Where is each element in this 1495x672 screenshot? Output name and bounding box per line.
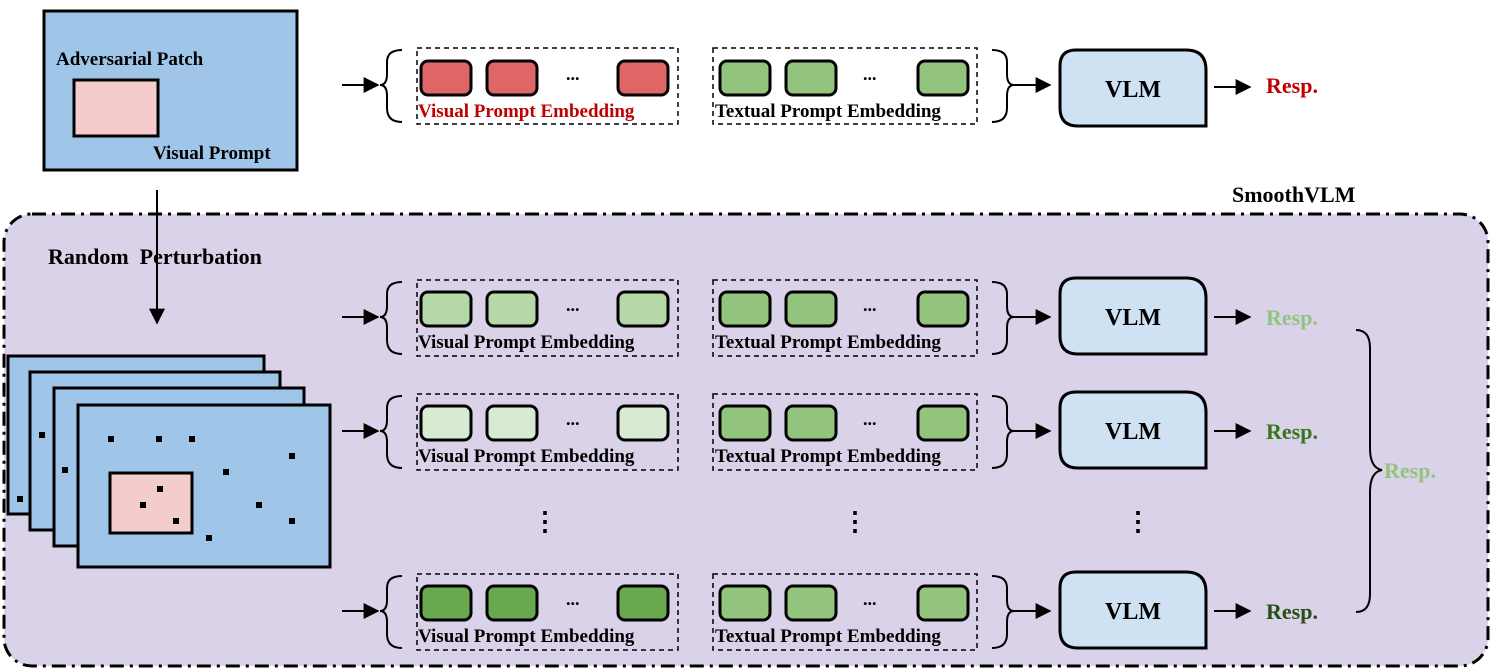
text-token (784, 290, 838, 328)
adversarial-token (616, 59, 670, 97)
left-brace (379, 395, 403, 469)
visual-embedding-group (416, 573, 679, 651)
row-response: Resp. (1266, 305, 1318, 330)
visual-token (485, 584, 539, 622)
visual-embedding-label: Visual Prompt Embedding (418, 446, 635, 467)
vlm-label: VLM (1105, 305, 1161, 331)
text-token (916, 59, 970, 97)
text-token (718, 59, 772, 97)
vlm-box (1058, 276, 1208, 356)
rows-ellipsis-textual: ⋮ (842, 507, 868, 536)
visual-token (616, 404, 670, 442)
vlm-label: VLM (1105, 419, 1161, 445)
smooth-rows: ... Visual Prompt Embedding... Textual Pro… (342, 276, 1318, 651)
smooth-row: ... Visual Prompt Embedding... Textual Pro… (342, 390, 1318, 471)
rows-ellipsis-visual: ⋮ (532, 507, 558, 536)
text-token (784, 59, 838, 97)
left-brace (379, 575, 403, 649)
adversarial-token (485, 59, 539, 97)
adversarial-response: Resp. (1266, 73, 1318, 98)
vlm-label: VLM (1105, 599, 1161, 625)
smoothvlm-title: SmoothVLM (1232, 182, 1356, 207)
token-ellipsis: ... (566, 409, 580, 429)
text-token (718, 290, 772, 328)
left-brace (379, 281, 403, 355)
visual-embedding-group (416, 47, 679, 125)
noise-pixels (17, 432, 295, 541)
visual-token (419, 290, 473, 328)
perturbed-image-stack (6, 354, 332, 569)
visual-token (616, 290, 670, 328)
vlm-box (1058, 570, 1208, 650)
token-ellipsis: ... (863, 409, 877, 429)
token-ellipsis: ... (863, 295, 877, 315)
left-brace (379, 49, 403, 123)
visual-embedding-label: Visual Prompt Embedding (418, 332, 635, 353)
vlm-box (1058, 48, 1208, 128)
token-ellipsis: ... (863, 589, 877, 609)
text-token (718, 404, 772, 442)
vlm-box (1058, 390, 1208, 470)
text-token (916, 290, 970, 328)
textual-embedding-group (712, 393, 978, 471)
textual-embedding-label: Textual Prompt Embedding (715, 101, 941, 122)
adversarial-token (419, 59, 473, 97)
visual-token (616, 584, 670, 622)
random-perturbation-label: Random Perturbation (48, 244, 262, 269)
textual-embedding-group (712, 47, 978, 125)
row-response: Resp. (1266, 599, 1318, 624)
vlm-label: VLM (1105, 77, 1161, 103)
aggregate-response: Resp. (1384, 458, 1436, 483)
textual-embedding-label: Textual Prompt Embedding (715, 626, 941, 647)
textual-embedding-group (712, 573, 978, 651)
textual-embedding-label: Textual Prompt Embedding (715, 332, 941, 353)
adversarial-patch-label: Adversarial Patch (56, 49, 204, 70)
token-ellipsis: ... (566, 64, 580, 84)
top-pipeline: ... Visual Prompt Embedding ... Textual … (342, 47, 1318, 128)
text-token (916, 404, 970, 442)
token-ellipsis: ... (566, 295, 580, 315)
token-ellipsis: ... (566, 589, 580, 609)
smooth-row: ... Visual Prompt Embedding... Textual Pro… (342, 276, 1318, 357)
right-brace (991, 49, 1015, 123)
adversarial-patch (72, 78, 160, 138)
visual-embedding-label: Visual Prompt Embedding (418, 626, 635, 647)
visual-prompt-label: Visual Prompt (153, 143, 271, 164)
textual-embedding-group (712, 279, 978, 357)
visual-embedding-group (416, 279, 679, 357)
perturbed-patch (108, 471, 194, 535)
visual-prompt-image: Adversarial Patch Visual Prompt (42, 9, 299, 172)
visual-token (419, 584, 473, 622)
aggregate-brace (1355, 329, 1383, 613)
visual-token (485, 404, 539, 442)
smooth-row: ... Visual Prompt Embedding... Textual Pro… (342, 570, 1318, 651)
textual-embedding-label: Textual Prompt Embedding (715, 446, 941, 467)
text-token (784, 584, 838, 622)
visual-token (419, 404, 473, 442)
row-response: Resp. (1266, 419, 1318, 444)
visual-embedding-label: Visual Prompt Embedding (418, 101, 635, 122)
rows-ellipsis-vlm: ⋮ (1125, 507, 1151, 536)
visual-embedding-group (416, 393, 679, 471)
token-ellipsis: ... (863, 64, 877, 84)
text-token (916, 584, 970, 622)
text-token (784, 404, 838, 442)
text-token (718, 584, 772, 622)
visual-token (485, 290, 539, 328)
